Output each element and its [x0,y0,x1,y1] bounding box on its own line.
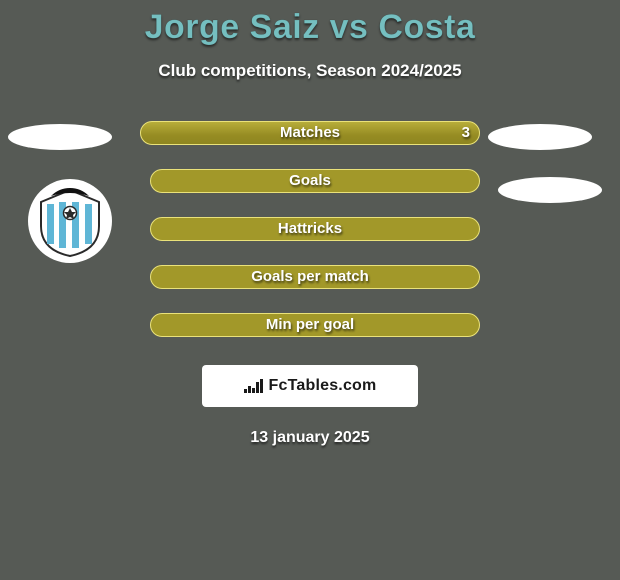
comparison-row-label: Goals [140,169,480,193]
club-crest-icon [39,184,101,258]
side-ellipse-left [8,124,112,150]
comparison-row-min_per_goal: Min per goal [140,313,480,337]
attribution-brand: FcTables.com [269,377,377,395]
bars-icon [244,379,263,393]
club-badge-left [28,179,112,263]
comparison-row-goals_per_match: Goals per match [140,265,480,289]
attribution-box: FcTables.com [202,365,418,407]
footer-date: 13 january 2025 [0,429,620,447]
page-subtitle: Club competitions, Season 2024/2025 [0,61,620,81]
comparison-row-label: Min per goal [140,313,480,337]
comparison-row-value-right: 3 [462,121,470,145]
comparison-row-matches: Matches3 [140,121,480,145]
comparison-row-hattricks: Hattricks [140,217,480,241]
comparison-row-label: Goals per match [140,265,480,289]
page-title: Jorge Saiz vs Costa [0,0,620,47]
side-ellipse-right-2 [498,177,602,203]
comparison-row-goals: Goals [140,169,480,193]
side-ellipse-right-1 [488,124,592,150]
comparison-row-label: Matches [140,121,480,145]
comparison-row-label: Hattricks [140,217,480,241]
